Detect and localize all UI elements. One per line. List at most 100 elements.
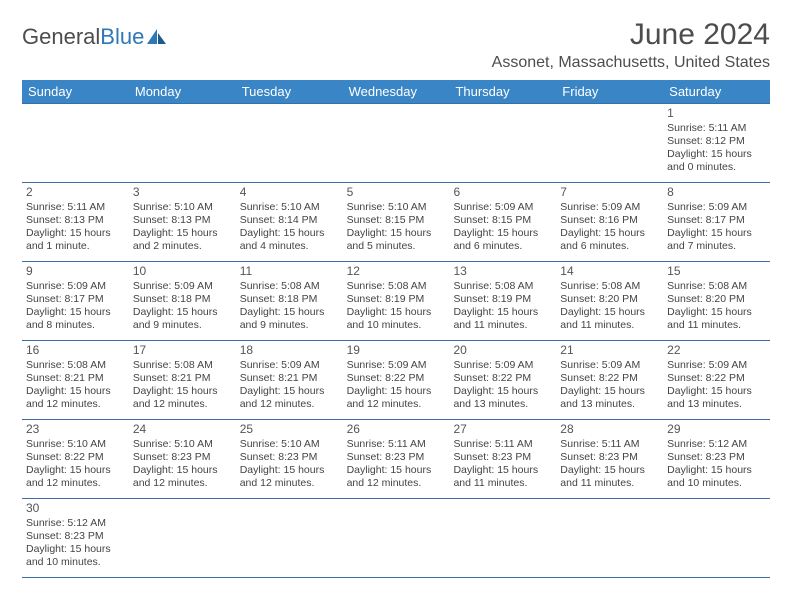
daylight-text-2: and 10 minutes. — [347, 319, 446, 332]
sunrise-text: Sunrise: 5:10 AM — [133, 438, 232, 451]
sunrise-text: Sunrise: 5:08 AM — [560, 280, 659, 293]
sunset-text: Sunset: 8:13 PM — [26, 214, 125, 227]
sunrise-text: Sunrise: 5:09 AM — [347, 359, 446, 372]
day-number: 15 — [667, 264, 766, 279]
calendar-day: 13Sunrise: 5:08 AMSunset: 8:19 PMDayligh… — [449, 262, 556, 340]
calendar-day-empty — [236, 104, 343, 182]
daylight-text-2: and 12 minutes. — [240, 398, 339, 411]
calendar-day: 14Sunrise: 5:08 AMSunset: 8:20 PMDayligh… — [556, 262, 663, 340]
daylight-text: Daylight: 15 hours — [667, 385, 766, 398]
daylight-text-2: and 12 minutes. — [240, 477, 339, 490]
sunset-text: Sunset: 8:18 PM — [133, 293, 232, 306]
daylight-text: Daylight: 15 hours — [453, 385, 552, 398]
sunset-text: Sunset: 8:22 PM — [26, 451, 125, 464]
daylight-text: Daylight: 15 hours — [453, 227, 552, 240]
daylight-text: Daylight: 15 hours — [347, 464, 446, 477]
calendar-day: 26Sunrise: 5:11 AMSunset: 8:23 PMDayligh… — [343, 420, 450, 498]
sunset-text: Sunset: 8:23 PM — [560, 451, 659, 464]
daylight-text: Daylight: 15 hours — [26, 385, 125, 398]
sunset-text: Sunset: 8:14 PM — [240, 214, 339, 227]
daylight-text-2: and 13 minutes. — [560, 398, 659, 411]
day-number: 19 — [347, 343, 446, 358]
daylight-text: Daylight: 15 hours — [240, 227, 339, 240]
daylight-text-2: and 7 minutes. — [667, 240, 766, 253]
calendar-day: 22Sunrise: 5:09 AMSunset: 8:22 PMDayligh… — [663, 341, 770, 419]
day-number: 17 — [133, 343, 232, 358]
day-header: Sunday — [22, 80, 129, 103]
day-number: 28 — [560, 422, 659, 437]
daylight-text-2: and 10 minutes. — [26, 556, 125, 569]
title-block: June 2024 Assonet, Massachusetts, United… — [492, 18, 770, 72]
calendar-day: 23Sunrise: 5:10 AMSunset: 8:22 PMDayligh… — [22, 420, 129, 498]
day-number: 24 — [133, 422, 232, 437]
daylight-text: Daylight: 15 hours — [240, 306, 339, 319]
day-number: 21 — [560, 343, 659, 358]
sunset-text: Sunset: 8:12 PM — [667, 135, 766, 148]
sunrise-text: Sunrise: 5:09 AM — [453, 201, 552, 214]
sunrise-text: Sunrise: 5:09 AM — [26, 280, 125, 293]
day-number: 23 — [26, 422, 125, 437]
daylight-text: Daylight: 15 hours — [560, 227, 659, 240]
sunrise-text: Sunrise: 5:09 AM — [560, 201, 659, 214]
sunset-text: Sunset: 8:21 PM — [26, 372, 125, 385]
daylight-text-2: and 4 minutes. — [240, 240, 339, 253]
sunset-text: Sunset: 8:22 PM — [560, 372, 659, 385]
daylight-text: Daylight: 15 hours — [26, 306, 125, 319]
calendar-day-empty — [129, 499, 236, 577]
daylight-text-2: and 0 minutes. — [667, 161, 766, 174]
calendar-day: 8Sunrise: 5:09 AMSunset: 8:17 PMDaylight… — [663, 183, 770, 261]
day-number: 12 — [347, 264, 446, 279]
calendar-day-empty — [236, 499, 343, 577]
sunrise-text: Sunrise: 5:10 AM — [347, 201, 446, 214]
calendar-day: 10Sunrise: 5:09 AMSunset: 8:18 PMDayligh… — [129, 262, 236, 340]
sunrise-text: Sunrise: 5:08 AM — [240, 280, 339, 293]
day-number: 29 — [667, 422, 766, 437]
sunset-text: Sunset: 8:18 PM — [240, 293, 339, 306]
sunrise-text: Sunrise: 5:09 AM — [667, 359, 766, 372]
calendar-body: 1Sunrise: 5:11 AMSunset: 8:12 PMDaylight… — [22, 103, 770, 578]
calendar-day: 28Sunrise: 5:11 AMSunset: 8:23 PMDayligh… — [556, 420, 663, 498]
daylight-text: Daylight: 15 hours — [560, 306, 659, 319]
sunset-text: Sunset: 8:20 PM — [667, 293, 766, 306]
calendar-day: 27Sunrise: 5:11 AMSunset: 8:23 PMDayligh… — [449, 420, 556, 498]
daylight-text-2: and 12 minutes. — [133, 477, 232, 490]
sunset-text: Sunset: 8:17 PM — [667, 214, 766, 227]
calendar-day: 21Sunrise: 5:09 AMSunset: 8:22 PMDayligh… — [556, 341, 663, 419]
calendar-day-empty — [449, 499, 556, 577]
calendar-day: 29Sunrise: 5:12 AMSunset: 8:23 PMDayligh… — [663, 420, 770, 498]
day-number: 8 — [667, 185, 766, 200]
calendar-day: 7Sunrise: 5:09 AMSunset: 8:16 PMDaylight… — [556, 183, 663, 261]
daylight-text: Daylight: 15 hours — [26, 227, 125, 240]
sunrise-text: Sunrise: 5:10 AM — [133, 201, 232, 214]
sunrise-text: Sunrise: 5:12 AM — [26, 517, 125, 530]
daylight-text: Daylight: 15 hours — [26, 543, 125, 556]
daylight-text: Daylight: 15 hours — [560, 464, 659, 477]
calendar-day: 5Sunrise: 5:10 AMSunset: 8:15 PMDaylight… — [343, 183, 450, 261]
day-number: 16 — [26, 343, 125, 358]
location: Assonet, Massachusetts, United States — [492, 54, 770, 72]
sunrise-text: Sunrise: 5:09 AM — [453, 359, 552, 372]
daylight-text: Daylight: 15 hours — [347, 306, 446, 319]
daylight-text-2: and 11 minutes. — [453, 319, 552, 332]
sunset-text: Sunset: 8:17 PM — [26, 293, 125, 306]
calendar-day: 20Sunrise: 5:09 AMSunset: 8:22 PMDayligh… — [449, 341, 556, 419]
day-number: 13 — [453, 264, 552, 279]
sunrise-text: Sunrise: 5:08 AM — [667, 280, 766, 293]
brand-part1: General — [22, 24, 100, 50]
sunset-text: Sunset: 8:22 PM — [453, 372, 552, 385]
sunrise-text: Sunrise: 5:09 AM — [667, 201, 766, 214]
calendar-day: 11Sunrise: 5:08 AMSunset: 8:18 PMDayligh… — [236, 262, 343, 340]
calendar-day: 9Sunrise: 5:09 AMSunset: 8:17 PMDaylight… — [22, 262, 129, 340]
sunrise-text: Sunrise: 5:12 AM — [667, 438, 766, 451]
daylight-text: Daylight: 15 hours — [453, 306, 552, 319]
daylight-text-2: and 12 minutes. — [347, 398, 446, 411]
calendar-day: 3Sunrise: 5:10 AMSunset: 8:13 PMDaylight… — [129, 183, 236, 261]
sunrise-text: Sunrise: 5:11 AM — [667, 122, 766, 135]
calendar-week: 9Sunrise: 5:09 AMSunset: 8:17 PMDaylight… — [22, 262, 770, 341]
month-title: June 2024 — [492, 18, 770, 52]
daylight-text-2: and 9 minutes. — [133, 319, 232, 332]
day-number: 2 — [26, 185, 125, 200]
sunrise-text: Sunrise: 5:09 AM — [560, 359, 659, 372]
sunset-text: Sunset: 8:23 PM — [26, 530, 125, 543]
daylight-text: Daylight: 15 hours — [667, 148, 766, 161]
